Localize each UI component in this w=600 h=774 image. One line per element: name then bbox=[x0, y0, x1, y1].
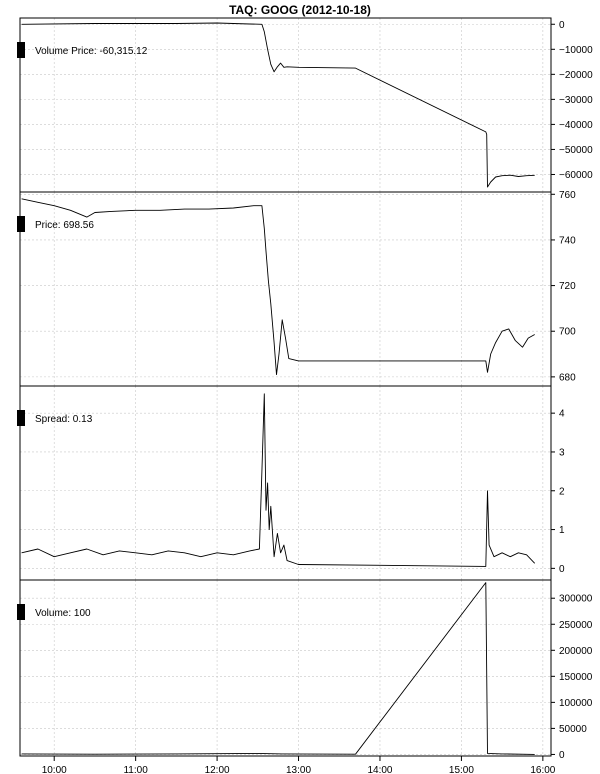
panel-1-frame bbox=[19, 17, 552, 193]
panel-4-ytick-label-7: 300000 bbox=[559, 594, 593, 605]
panel-3-legend-label: Spread: 0.13 bbox=[35, 414, 93, 425]
panel-1-ytick-label-2: −10000 bbox=[559, 45, 593, 56]
panel-4-ytick-label-6: 250000 bbox=[559, 620, 593, 631]
panel-4-ytick-label-4: 150000 bbox=[559, 672, 593, 683]
xtick-label-3: 12:00 bbox=[205, 765, 230, 774]
panel-3-series-line bbox=[21, 393, 536, 567]
panel-2-ytick-label-4: 740 bbox=[559, 235, 576, 246]
panel-4-series-line bbox=[21, 582, 535, 755]
chart-panels: 0 −10000 −20000 −30000 −40000 −50000 −60000 Vol… bbox=[17, 17, 593, 761]
panel-2-ytick-label-5: 760 bbox=[559, 190, 576, 201]
panel-1-ytick-label-3: −20000 bbox=[559, 70, 593, 81]
panel-1-ytick-label-5: −40000 bbox=[559, 120, 593, 131]
panel-2-frame bbox=[19, 191, 552, 387]
panel-4-ytick-label-3: 100000 bbox=[559, 698, 593, 709]
panel-3-legend-swatch bbox=[17, 410, 25, 426]
panel-2-legend-swatch bbox=[17, 216, 25, 232]
panel-4-legend-swatch bbox=[17, 604, 25, 620]
panel-3: 0 1 2 3 4 Spread: 0.13 bbox=[17, 385, 565, 581]
panel-1-ytick-label-1: 0 bbox=[559, 20, 565, 31]
chart-title: TAQ: GOOG (2012-10-18) bbox=[229, 3, 371, 17]
panel-3-ytick-label-4: 3 bbox=[559, 447, 565, 458]
panel-4-legend-label: Volume: 100 bbox=[35, 608, 91, 619]
panel-2: 680 700 720 740 760 Price: 698.56 bbox=[17, 190, 576, 387]
panel-1-ytick-label-4: −30000 bbox=[559, 95, 593, 106]
xtick-label-2: 11:00 bbox=[123, 765, 148, 774]
panel-2-ytick-label-3: 720 bbox=[559, 281, 576, 292]
panel-1-ytick-label-6: −50000 bbox=[559, 145, 593, 156]
xtick-label-5: 14:00 bbox=[367, 765, 392, 774]
panel-1-series-line bbox=[21, 22, 535, 188]
panel-3-ytick-label-5: 4 bbox=[559, 409, 565, 420]
panel-4-ytick-label-5: 200000 bbox=[559, 646, 593, 657]
panel-1: 0 −10000 −20000 −30000 −40000 −50000 −60000 Vol… bbox=[17, 17, 593, 193]
panel-1-legend-label: Volume Price: -60,315.12 bbox=[35, 46, 148, 57]
panel-4-ytick-label-2: 50000 bbox=[559, 724, 587, 735]
panel-2-ytick-label-1: 680 bbox=[559, 372, 576, 383]
xtick-label-4: 13:00 bbox=[286, 765, 311, 774]
xtick-label-1: 10:00 bbox=[42, 765, 67, 774]
panel-2-legend-label: Price: 698.56 bbox=[35, 220, 94, 231]
panel-3-ytick-label-3: 2 bbox=[559, 486, 565, 497]
panel-4: 0 50000 100000 150000 200000 250000 300000 Volu… bbox=[17, 579, 593, 761]
panel-3-ytick-label-2: 1 bbox=[559, 525, 565, 536]
panel-1-ytick-label-7: −60000 bbox=[559, 170, 593, 181]
panel-4-frame bbox=[19, 579, 552, 757]
x-axis: 10:00 11:00 12:00 13:00 14:00 15:00 16:00 bbox=[42, 756, 556, 774]
panel-1-legend-swatch bbox=[17, 42, 25, 58]
panel-4-ytick-label-1: 0 bbox=[559, 750, 565, 761]
xtick-label-7: 16:00 bbox=[530, 765, 555, 774]
xtick-label-6: 15:00 bbox=[449, 765, 474, 774]
panel-2-series-line bbox=[21, 198, 535, 376]
panel-3-ytick-label-1: 0 bbox=[559, 564, 565, 575]
panel-2-ytick-label-2: 700 bbox=[559, 327, 576, 338]
